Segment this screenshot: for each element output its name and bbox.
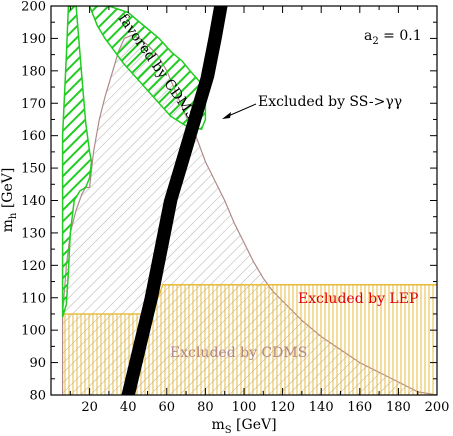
label-excluded-cdms: Excluded by CDMS	[170, 345, 307, 361]
y-tick-label: 170	[21, 97, 46, 112]
y-tick-label: 110	[21, 291, 46, 306]
arrow-excluded-ss	[222, 103, 257, 119]
x-tick-label: 60	[159, 400, 176, 415]
x-tick-label: 80	[197, 400, 214, 415]
x-tick-label: 140	[309, 400, 334, 415]
x-tick-label: 100	[232, 400, 257, 415]
y-tick-label: 150	[21, 162, 46, 177]
x-tick-label: 40	[120, 400, 137, 415]
x-tick-label: 20	[81, 400, 98, 415]
region-excluded-ss	[121, 6, 228, 395]
y-tick-label: 200	[21, 0, 46, 15]
x-axis-title: mS [GeV]	[211, 417, 276, 436]
x-tick-label: 180	[386, 400, 411, 415]
x-tick-label: 120	[270, 400, 295, 415]
parameter-label: a2 = 0.1	[364, 28, 422, 47]
y-tick-label: 80	[29, 389, 46, 404]
y-tick-label: 190	[21, 32, 46, 47]
region-favored-cdms-left	[61, 6, 93, 318]
y-axis-title: mh [GeV]	[0, 168, 19, 233]
region-excluded-lep	[62, 284, 437, 395]
y-tick-label: 100	[21, 324, 46, 339]
y-tick-label: 160	[21, 129, 46, 144]
y-tick-label: 130	[21, 226, 46, 241]
y-tick-label: 90	[29, 356, 46, 371]
region-favored-cdms-upper	[88, 6, 207, 131]
label-excluded-ss: Excluded by SS->γγ	[258, 94, 402, 110]
x-tick-label: 160	[347, 400, 372, 415]
label-excluded-lep: Excluded by LEP	[298, 291, 418, 307]
y-tick-label: 120	[21, 259, 46, 274]
y-tick-label: 140	[21, 194, 46, 209]
y-tick-label: 180	[21, 64, 46, 79]
x-tick-label: 200	[425, 400, 450, 415]
